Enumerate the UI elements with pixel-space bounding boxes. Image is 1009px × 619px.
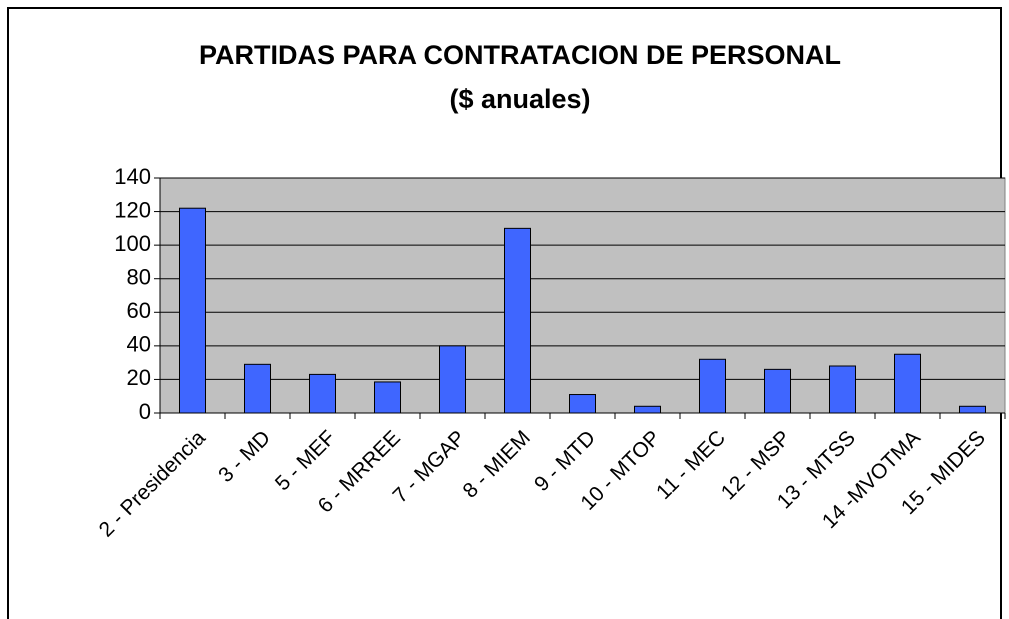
bar	[829, 365, 856, 414]
chart-subtitle: ($ anuales)	[449, 84, 590, 114]
bar	[699, 358, 726, 414]
y-tick-label: 40	[127, 332, 151, 357]
bar	[894, 353, 921, 414]
y-tick-label: 0	[139, 399, 151, 424]
y-tick-label: 140	[114, 164, 151, 189]
bar	[504, 227, 531, 414]
bar	[374, 381, 401, 414]
bar	[959, 405, 986, 414]
bar	[569, 394, 596, 414]
bar	[309, 373, 336, 414]
bar	[244, 363, 271, 414]
y-tick-label: 80	[127, 265, 151, 290]
y-tick-label: 20	[127, 365, 151, 390]
bar	[634, 405, 661, 414]
bar	[439, 345, 466, 414]
y-tick-label: 60	[127, 298, 151, 323]
y-tick-label: 100	[114, 231, 151, 256]
y-tick-label: 120	[114, 197, 151, 222]
bar	[764, 368, 791, 414]
bar	[179, 207, 206, 414]
plot-area	[159, 177, 1006, 414]
chart-title: PARTIDAS PARA CONTRATACION DE PERSONAL	[199, 40, 841, 70]
